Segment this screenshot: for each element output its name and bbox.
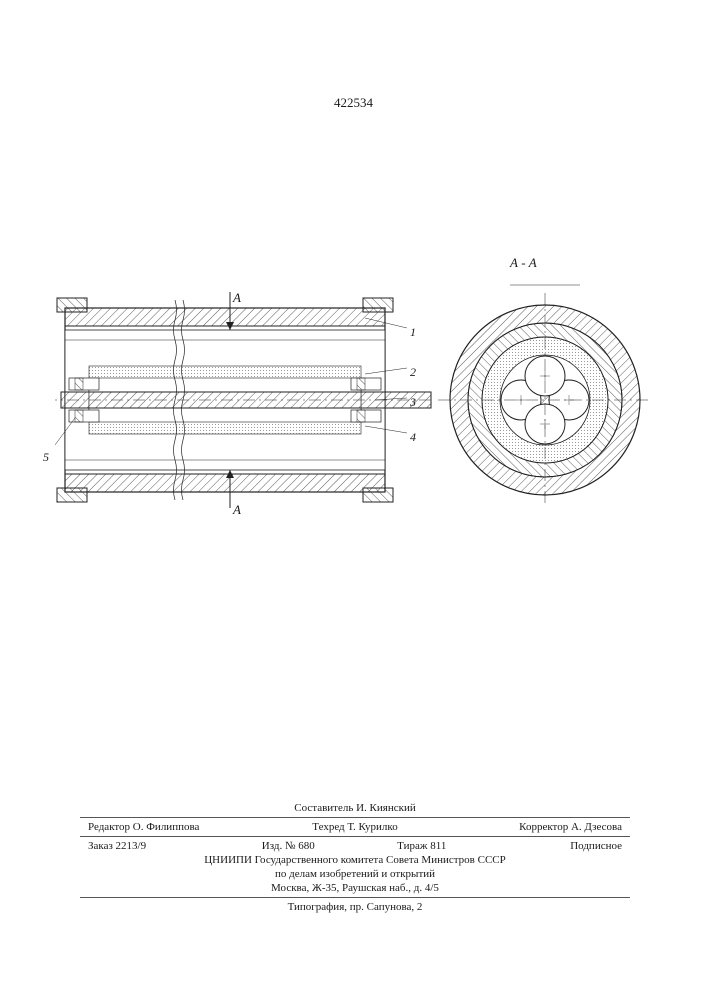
footer-rule (80, 836, 630, 837)
callout-4: 4 (410, 430, 416, 445)
callout-3: 3 (410, 395, 416, 410)
edition-number: Изд. № 680 (222, 840, 356, 852)
corrector: Корректор А. Дзесова (444, 821, 622, 833)
patent-figure: А - А 1 2 3 4 5 А А (55, 270, 655, 530)
editor: Редактор О. Филиппова (88, 821, 266, 833)
order-number: Заказ 2213/9 (88, 840, 222, 852)
tech-editor: Техред Т. Курилко (266, 821, 444, 833)
imprint-footer: Составитель И. Киянский Редактор О. Фили… (80, 800, 630, 915)
footer-rule (80, 817, 630, 818)
patent-number: 422534 (0, 95, 707, 111)
org-line-1: ЦНИИПИ Государственного комитета Совета … (80, 854, 630, 866)
print-info-row: Заказ 2213/9 Изд. № 680 Тираж 811 Подпис… (80, 840, 630, 852)
footer-rule (80, 897, 630, 898)
section-marker-bottom: А (233, 502, 241, 518)
subscription: Подписное (489, 840, 623, 852)
callout-2: 2 (410, 365, 416, 380)
address-line: Москва, Ж-35, Раушская наб., д. 4/5 (80, 882, 630, 894)
org-line-2: по делам изобретений и открытий (80, 868, 630, 880)
technical-drawing-svg (55, 270, 655, 530)
section-marker-top: А (233, 290, 241, 306)
credits-row: Редактор О. Филиппова Техред Т. Курилко … (80, 821, 630, 833)
printer-line: Типография, пр. Сапунова, 2 (80, 901, 630, 913)
tirage: Тираж 811 (355, 840, 489, 852)
callout-5: 5 (43, 450, 49, 465)
cross-section-label: А - А (510, 255, 537, 271)
compiler-line: Составитель И. Киянский (80, 802, 630, 814)
callout-1: 1 (410, 325, 416, 340)
